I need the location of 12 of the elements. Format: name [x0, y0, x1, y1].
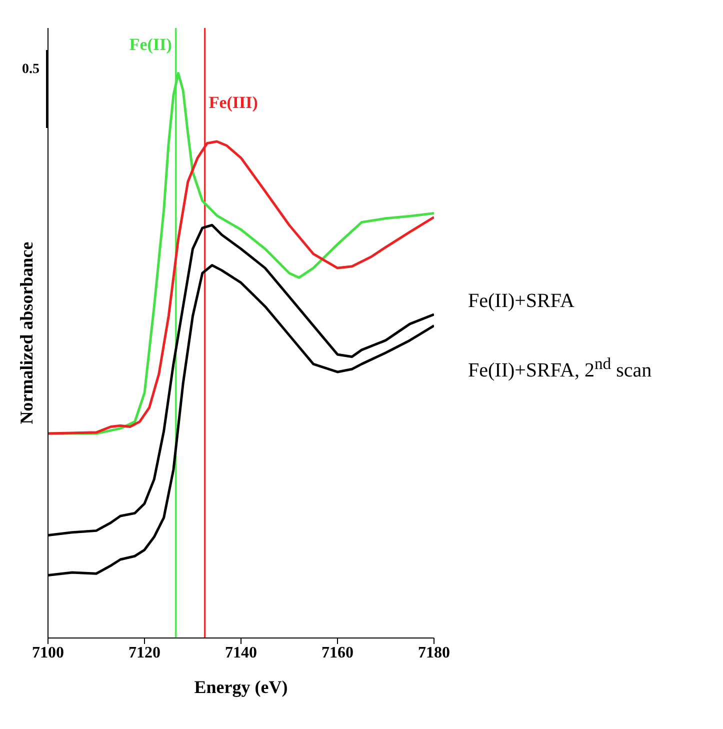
scale-bar: 0.5: [22, 50, 48, 128]
ref-line-label: Fe(III): [208, 93, 258, 112]
x-axis-title: Energy (eV): [194, 677, 288, 697]
x-tick-label: 7160: [322, 644, 354, 662]
text: Fe(II)+SRFA, 2$^{nd}$ scan: [468, 354, 652, 382]
x-tick-label: 7100: [32, 644, 64, 662]
series-label: Fe(II)+SRFA: [468, 290, 574, 314]
x-tick-label: 7120: [128, 644, 160, 662]
y-axis-title: Normalized absorbance: [16, 242, 36, 424]
x-tick-label: 7180: [418, 644, 450, 662]
ref-line-label: Fe(II): [129, 35, 172, 54]
x-tick-label: 7140: [225, 644, 257, 662]
